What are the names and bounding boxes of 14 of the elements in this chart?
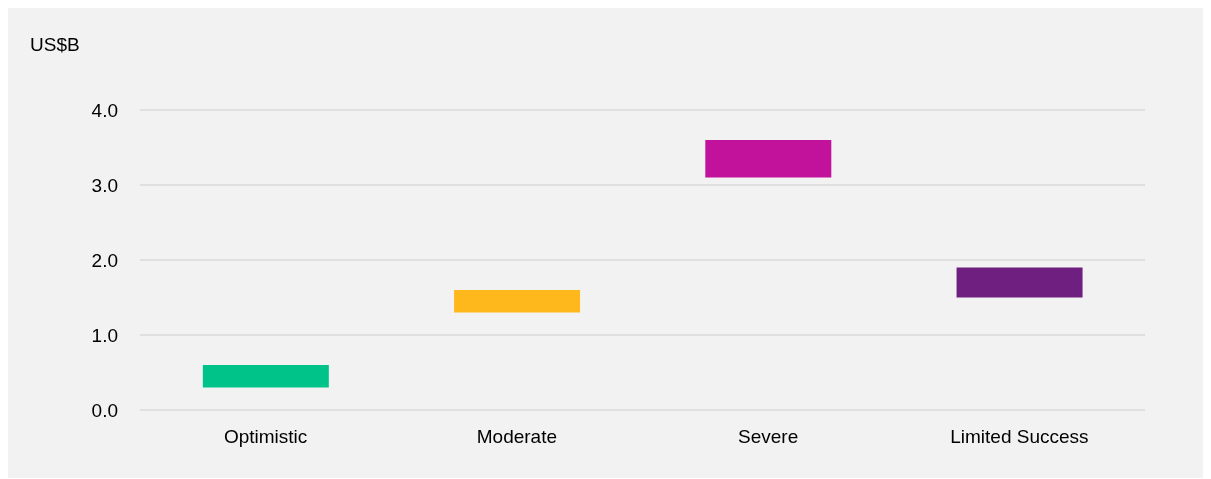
bar: [202, 365, 329, 388]
y-tick-label: 3.0: [91, 174, 118, 196]
y-tick-label: 4.0: [91, 99, 118, 121]
x-tick-label: Limited Success: [950, 426, 1089, 448]
y-axis-title: US$B: [30, 34, 80, 56]
bar: [956, 267, 1083, 298]
x-tick-label: Moderate: [476, 426, 558, 448]
x-tick-label: Severe: [738, 426, 799, 448]
y-tick-label: 1.0: [91, 324, 118, 346]
bar: [705, 140, 832, 178]
y-tick-label: 2.0: [91, 249, 118, 271]
x-tick-label: Optimistic: [223, 426, 308, 448]
bar: [454, 290, 581, 313]
y-tick-label: 0.0: [91, 399, 118, 421]
